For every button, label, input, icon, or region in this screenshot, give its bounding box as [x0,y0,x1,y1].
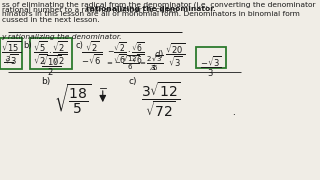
Text: $\dfrac{\sqrt{15}}{\sqrt{3}}$: $\dfrac{\sqrt{15}}{\sqrt{3}}$ [1,39,21,67]
Text: $d)\ \dfrac{\sqrt{20}}{\sqrt{3}}$: $d)\ \dfrac{\sqrt{20}}{\sqrt{3}}$ [154,41,186,69]
Text: c): c) [75,41,83,50]
Text: b): b) [41,77,50,86]
Text: cussed in the next lesson.: cussed in the next lesson. [2,17,99,23]
Text: $\dfrac{\sqrt{5}}{\sqrt{2}}\cdot\dfrac{\sqrt{2}}{\sqrt{2}}$: $\dfrac{\sqrt{5}}{\sqrt{2}}\cdot\dfrac{\… [33,39,68,67]
Text: $\dfrac{-\sqrt{3}}{3}$: $\dfrac{-\sqrt{3}}{3}$ [200,55,222,79]
Text: ninators in this lesson are all of monomial form. Denominators in binomial form: ninators in this lesson are all of monom… [2,11,300,17]
Text: $\dfrac{\sqrt{2}}{-\sqrt{6}}$: $\dfrac{\sqrt{2}}{-\sqrt{6}}$ [81,39,102,67]
Text: rationalizing the denominator.: rationalizing the denominator. [86,6,216,12]
Text: rational number to a rational number) is called: rational number to a rational number) is… [2,6,180,13]
Text: $\sqrt{\dfrac{18}{5}}$: $\sqrt{\dfrac{18}{5}}$ [54,82,92,116]
Text: c): c) [128,77,137,86]
Text: $\cdot$: $\cdot$ [232,108,236,117]
Text: $\dfrac{\sqrt{10}}{2}$: $\dfrac{\sqrt{10}}{2}$ [41,54,60,78]
Text: $= -\dfrac{\sqrt{12}}{6} = \dfrac{2\sqrt{3}}{3\!\not{\!6}}$: $= -\dfrac{\sqrt{12}}{6} = \dfrac{2\sqrt… [105,54,164,73]
Text: y rationalizing the denominator.: y rationalizing the denominator. [2,34,122,40]
Text: $\dfrac{3\sqrt{12}}{\sqrt{72}}$: $\dfrac{3\sqrt{12}}{\sqrt{72}}$ [141,81,180,119]
Text: b): b) [24,41,32,50]
Text: ss of eliminating the radical from the denominator (i.e. converting the denomina: ss of eliminating the radical from the d… [2,1,315,8]
Text: $\dfrac{\ 3\ }{\ }$: $\dfrac{\ 3\ }{\ }$ [3,56,14,66]
Text: $-\dfrac{\sqrt{2}}{\sqrt{6}}\cdot\dfrac{\sqrt{6}}{\sqrt{6}}$: $-\dfrac{\sqrt{2}}{\sqrt{6}}\cdot\dfrac{… [107,41,145,66]
